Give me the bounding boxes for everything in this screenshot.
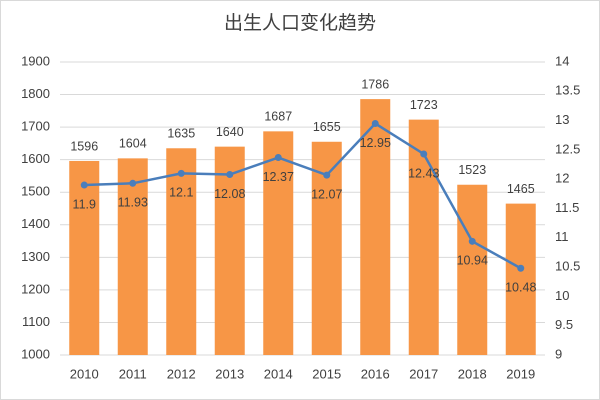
y2-tick-label: 9.5: [555, 317, 573, 332]
chart-title: 出生人口变化趋势: [224, 12, 376, 34]
bar: [457, 184, 488, 355]
data-label: 1655: [313, 120, 341, 134]
data-label: 12.95: [360, 136, 391, 150]
x-tick-label: 2012: [167, 366, 196, 381]
y-tick-label: 1100: [22, 314, 50, 329]
x-tick-label: 2019: [506, 366, 535, 381]
y-tick-label: 1600: [21, 151, 50, 166]
data-label: 1523: [458, 163, 486, 177]
line-point: [226, 171, 234, 179]
x-tick-label: 2014: [264, 366, 293, 381]
y2-tick-label: 13.5: [555, 83, 580, 98]
data-label: 1596: [70, 139, 98, 153]
y-tick-label: 1400: [21, 216, 50, 231]
bar: [166, 148, 197, 355]
line-point: [274, 154, 282, 162]
y-tick-label: 1000: [21, 346, 50, 361]
y2-tick-label: 12.5: [555, 141, 580, 156]
data-label: 12.08: [214, 187, 245, 201]
x-tick-label: 2018: [458, 366, 487, 381]
y2-tick-label: 9: [555, 346, 562, 361]
data-label: 1786: [361, 77, 389, 91]
line-point: [80, 181, 88, 189]
y-tick-label: 1900: [21, 53, 50, 68]
bar: [69, 160, 100, 355]
x-tick-label: 2015: [312, 366, 341, 381]
y-tick-label: 1800: [21, 86, 50, 101]
bar: [117, 158, 148, 355]
line-point: [323, 171, 331, 179]
x-tick-label: 2010: [70, 366, 99, 381]
data-label: 12.07: [311, 187, 342, 201]
data-label: 1635: [167, 127, 195, 141]
data-label: 12.43: [408, 166, 439, 180]
line-point: [371, 120, 379, 128]
line-point: [420, 150, 428, 158]
data-label: 10.94: [457, 254, 488, 268]
data-label: 12.37: [263, 170, 294, 184]
data-label: 11.9: [73, 197, 96, 211]
bar: [408, 119, 439, 355]
y-tick-label: 1200: [21, 281, 50, 296]
x-tick-label: 2011: [119, 366, 147, 381]
data-label: 12.1: [169, 186, 193, 200]
data-label: 1687: [264, 110, 292, 124]
bar: [214, 146, 245, 355]
y-tick-label: 1500: [21, 184, 50, 199]
y2-tick-label: 10: [555, 288, 569, 303]
y-tick-label: 1300: [21, 249, 50, 264]
y-tick-label: 1700: [21, 119, 50, 134]
x-tick-label: 2013: [215, 366, 244, 381]
data-label: 1604: [119, 137, 147, 151]
y2-tick-label: 10.5: [555, 259, 580, 274]
line-point: [129, 179, 137, 187]
data-label: 1723: [410, 98, 438, 112]
y2-tick-label: 11.5: [555, 200, 579, 215]
data-label: 1465: [507, 182, 535, 196]
y2-tick-label: 11: [555, 229, 569, 244]
y2-tick-label: 12: [555, 171, 569, 186]
y2-tick-label: 13: [555, 112, 569, 127]
line-point: [177, 169, 185, 177]
line-point: [468, 237, 476, 245]
line-point: [517, 264, 525, 272]
bar: [360, 99, 391, 355]
data-label: 10.48: [505, 281, 536, 295]
data-label: 11.93: [118, 196, 148, 210]
x-tick-label: 2016: [361, 366, 390, 381]
bar: [263, 131, 294, 355]
line: [84, 121, 522, 270]
y2-tick-label: 14: [555, 53, 569, 68]
bar: [505, 203, 536, 355]
x-tick-label: 2017: [409, 366, 438, 381]
data-label: 1640: [216, 125, 244, 139]
